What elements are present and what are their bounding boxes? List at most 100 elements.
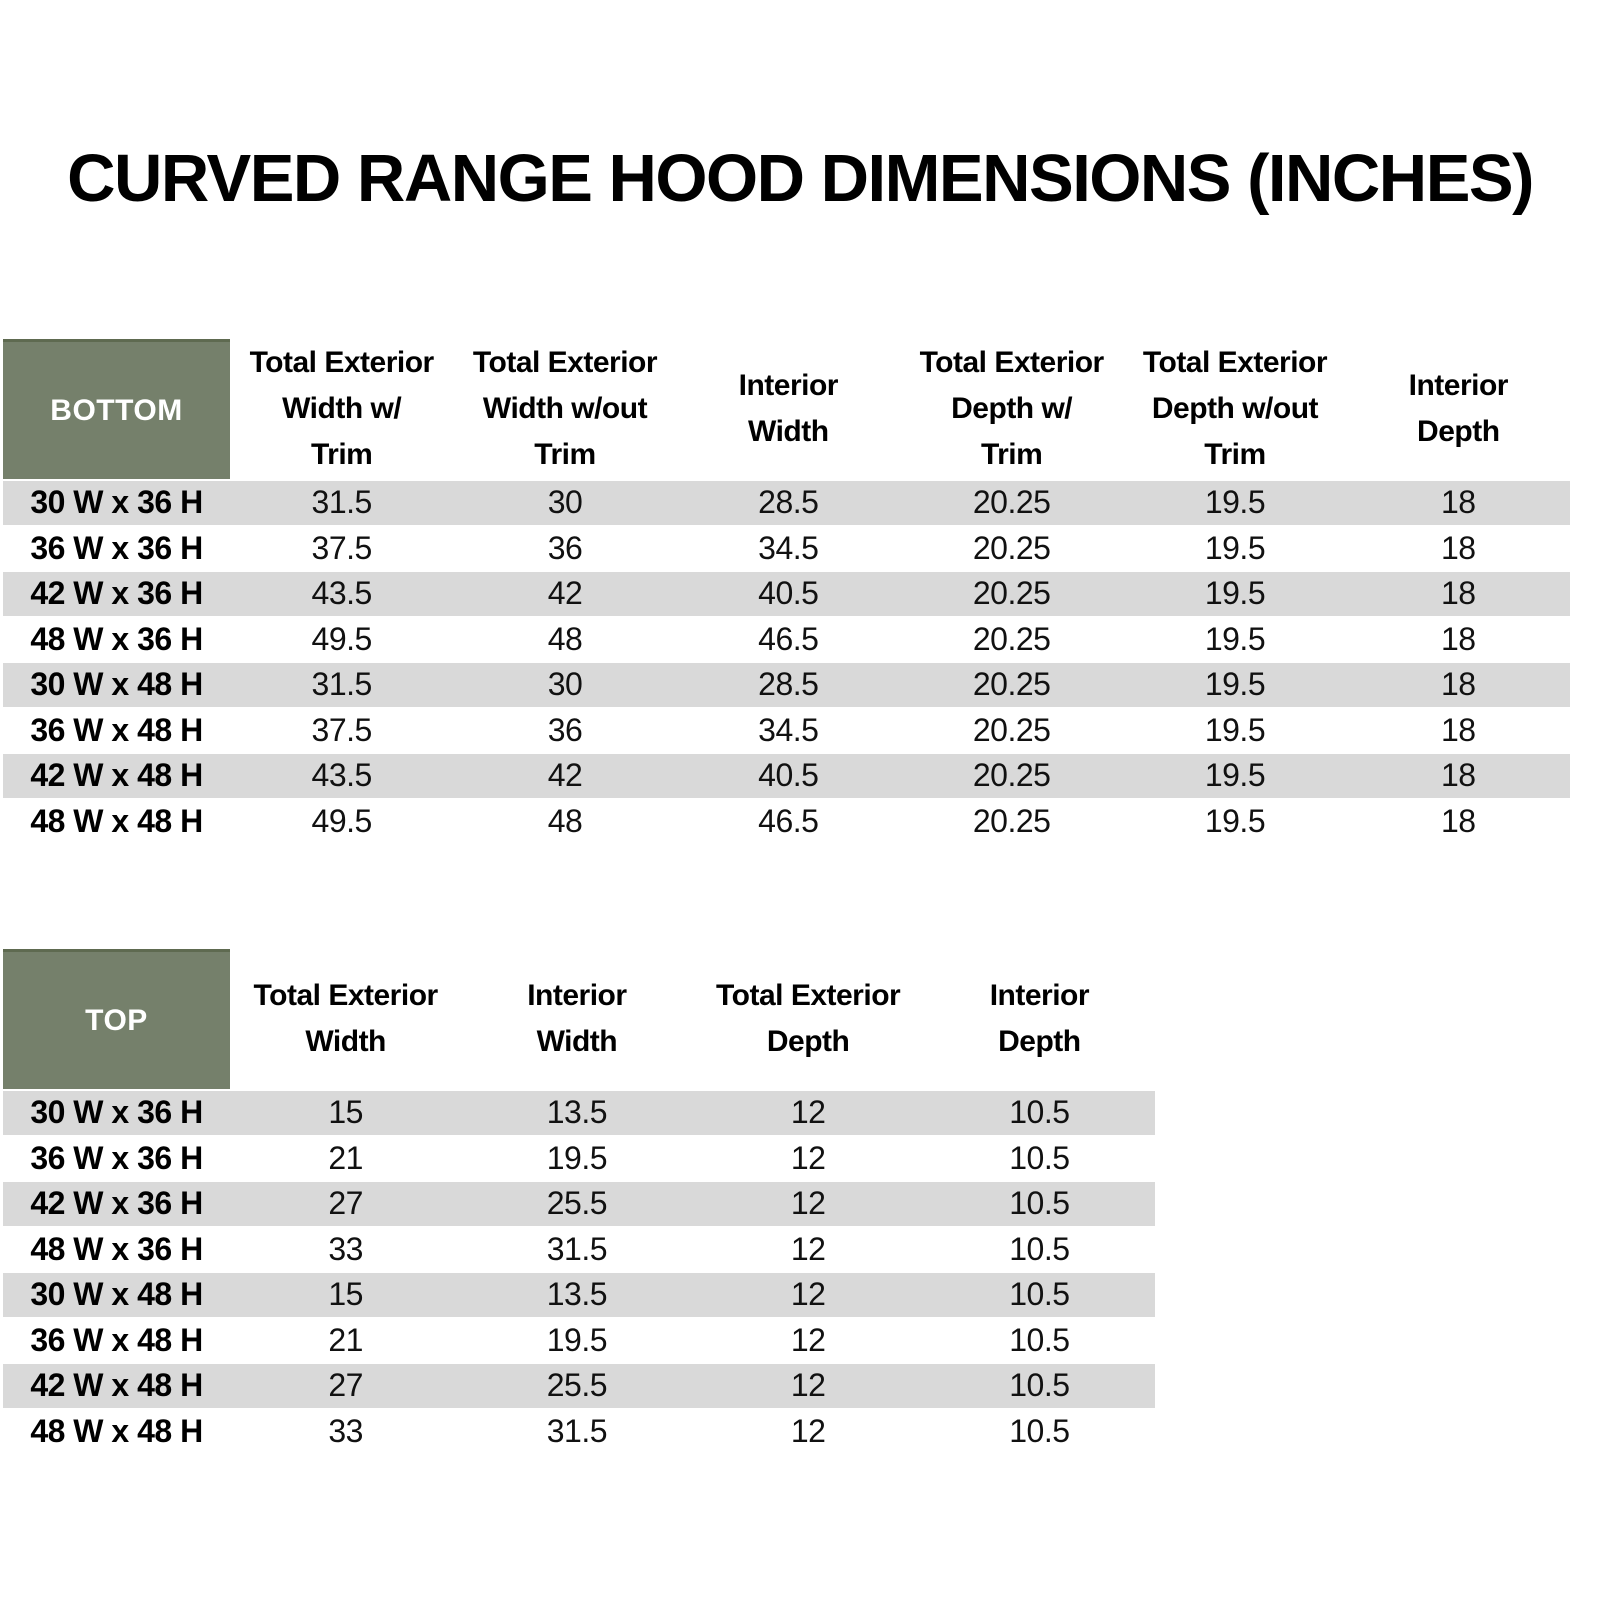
value-cell: 15 <box>328 1276 363 1313</box>
value-cell: 18 <box>1441 757 1476 794</box>
value-cell: 43.5 <box>311 757 373 794</box>
value-cell: 10.5 <box>1009 1321 1070 1358</box>
table-row: 42 W x 48 H 43.5 42 40.5 20.25 19.5 18 <box>3 752 1570 798</box>
row-label: 30 W x 36 H <box>30 484 203 521</box>
value-cell: 12 <box>790 1412 826 1449</box>
table-row: 42 W x 48 H 27 25.5 12 10.5 <box>3 1362 1155 1408</box>
table-row: 48 W x 48 H 49.5 48 46.5 20.25 19.5 18 <box>3 797 1570 844</box>
top-table-header: TOP Total Exterior Width Interior Width To… <box>3 949 1155 1089</box>
value-cell: 10.5 <box>1009 1276 1070 1313</box>
value-cell: 13.5 <box>546 1094 608 1131</box>
top-table-header-columns: Total Exterior Width Interior Width Total … <box>230 949 1155 1089</box>
bottom-table-header-columns: Total Exterior Width w/ Trim Total Exteri… <box>230 339 1570 479</box>
value-cell: 30 <box>547 484 583 521</box>
value-cell: 18 <box>1441 620 1476 657</box>
bottom-table: BOTTOM Total Exterior Width w/ Trim Total… <box>3 339 1570 843</box>
value-cell: 25.5 <box>546 1185 608 1222</box>
value-cell: 10.5 <box>1009 1094 1070 1131</box>
value-cell: 40.5 <box>758 757 819 794</box>
value-cell: 27 <box>328 1367 363 1404</box>
row-label: 48 W x 48 H <box>30 1412 203 1449</box>
table-row: 36 W x 36 H 21 19.5 12 10.5 <box>3 1134 1155 1181</box>
value-cell: 20.25 <box>972 484 1051 521</box>
table-row: 48 W x 36 H 33 31.5 12 10.5 <box>3 1225 1155 1272</box>
row-label: 42 W x 48 H <box>30 757 203 794</box>
value-cell: 30 <box>547 666 583 703</box>
row-label: 42 W x 36 H <box>30 575 203 612</box>
top-table-body: 30 W x 36 H 15 13.5 12 10.5 36 W x 36 H 21 19.5… <box>3 1089 1155 1453</box>
page-title: CURVED RANGE HOOD DIMENSIONS (INCHES) <box>67 141 1534 216</box>
value-cell: 20.25 <box>972 575 1051 612</box>
value-cell: 12 <box>790 1185 826 1222</box>
column-header: Total Exterior Depth w/out Trim <box>1142 346 1328 471</box>
value-cell: 43.5 <box>311 575 373 612</box>
value-cell: 13.5 <box>546 1276 608 1313</box>
value-cell: 31.5 <box>311 484 373 521</box>
value-cell: 19.5 <box>546 1139 608 1176</box>
value-cell: 21 <box>328 1139 363 1176</box>
table-row: 30 W x 48 H 15 13.5 12 10.5 <box>3 1271 1155 1317</box>
value-cell: 20.25 <box>972 620 1051 657</box>
value-cell: 12 <box>790 1094 826 1131</box>
row-label: 30 W x 48 H <box>30 1276 203 1313</box>
row-label: 42 W x 48 H <box>30 1367 203 1404</box>
value-cell: 12 <box>790 1276 826 1313</box>
value-cell: 31.5 <box>311 666 373 703</box>
value-cell: 19.5 <box>1204 575 1266 612</box>
value-cell: 33 <box>328 1230 363 1267</box>
value-cell: 10.5 <box>1009 1185 1070 1222</box>
value-cell: 19.5 <box>1204 620 1266 657</box>
column-header: Total Exterior Depth w/ Trim <box>919 346 1105 471</box>
value-cell: 18 <box>1441 666 1476 703</box>
value-cell: 18 <box>1441 529 1476 566</box>
row-label: 30 W x 36 H <box>30 1094 203 1131</box>
value-cell: 37.5 <box>311 529 373 566</box>
row-label: 42 W x 36 H <box>30 1185 203 1222</box>
value-cell: 19.5 <box>1204 802 1266 839</box>
value-cell: 10.5 <box>1009 1230 1070 1267</box>
row-label: 48 W x 36 H <box>30 1230 203 1267</box>
value-cell: 19.5 <box>546 1321 608 1358</box>
value-cell: 12 <box>790 1367 826 1404</box>
value-cell: 19.5 <box>1204 666 1266 703</box>
value-cell: 20.25 <box>972 666 1051 703</box>
bottom-table-body: 30 W x 36 H 31.5 30 28.5 20.25 19.5 18 36 W x 3… <box>3 479 1570 843</box>
bottom-table-header: BOTTOM Total Exterior Width w/ Trim Total… <box>3 339 1570 479</box>
value-cell: 27 <box>328 1185 363 1222</box>
value-cell: 28.5 <box>758 666 819 703</box>
value-cell: 49.5 <box>311 620 373 657</box>
value-cell: 48 <box>547 802 583 839</box>
column-header: Total Exterior Width <box>253 979 439 1058</box>
value-cell: 42 <box>547 575 583 612</box>
table-row: 48 W x 36 H 49.5 48 46.5 20.25 19.5 18 <box>3 615 1570 662</box>
value-cell: 36 <box>547 529 583 566</box>
value-cell: 28.5 <box>758 484 819 521</box>
value-cell: 18 <box>1441 575 1476 612</box>
table-row: 36 W x 48 H 37.5 36 34.5 20.25 19.5 18 <box>3 706 1570 753</box>
value-cell: 12 <box>790 1139 826 1176</box>
value-cell: 10.5 <box>1009 1412 1070 1449</box>
value-cell: 12 <box>790 1230 826 1267</box>
table-row: 30 W x 36 H 15 13.5 12 10.5 <box>3 1089 1155 1135</box>
table-row: 36 W x 48 H 21 19.5 12 10.5 <box>3 1316 1155 1363</box>
column-header: Total Exterior Width w/out Trim <box>472 346 658 471</box>
column-header: Interior Depth <box>1408 369 1509 448</box>
value-cell: 46.5 <box>758 802 819 839</box>
row-label: 36 W x 48 H <box>30 1321 203 1358</box>
value-cell: 18 <box>1441 711 1476 748</box>
value-cell: 18 <box>1441 802 1476 839</box>
top-table-corner-label: TOP <box>3 949 230 1089</box>
value-cell: 20.25 <box>972 711 1051 748</box>
value-cell: 18 <box>1441 484 1476 521</box>
row-label: 36 W x 36 H <box>30 529 203 566</box>
value-cell: 34.5 <box>758 711 819 748</box>
table-row: 42 W x 36 H 27 25.5 12 10.5 <box>3 1180 1155 1226</box>
value-cell: 37.5 <box>311 711 373 748</box>
value-cell: 36 <box>547 711 583 748</box>
value-cell: 31.5 <box>546 1412 608 1449</box>
value-cell: 25.5 <box>546 1367 608 1404</box>
table-row: 30 W x 48 H 31.5 30 28.5 20.25 19.5 18 <box>3 661 1570 707</box>
value-cell: 15 <box>328 1094 363 1131</box>
value-cell: 19.5 <box>1204 529 1266 566</box>
